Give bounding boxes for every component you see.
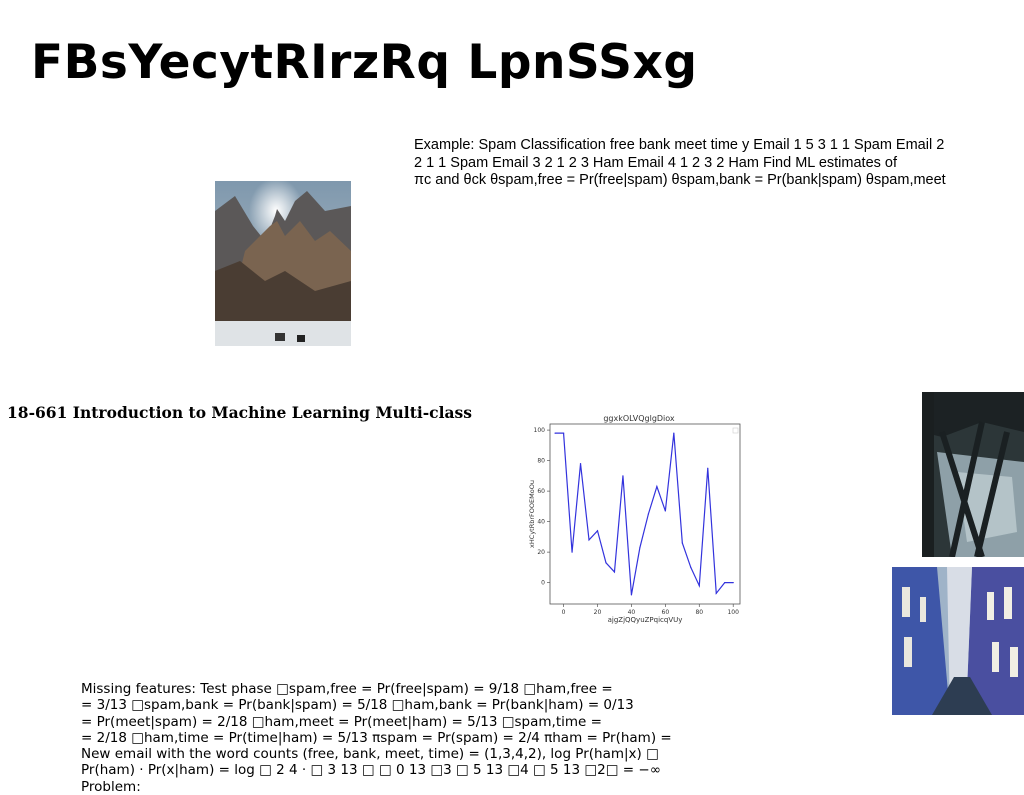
chart-y-tick-label: 0 bbox=[541, 580, 545, 587]
chart-point bbox=[639, 546, 641, 549]
mountain-photo bbox=[215, 181, 351, 346]
slide-subtitle: 18-661 Introduction to Machine Learning … bbox=[7, 403, 472, 422]
chart-point bbox=[554, 432, 556, 434]
chart-point bbox=[715, 592, 717, 594]
line-chart: ggxkOLVQglgDiox 0 20 40 60 80 100 0 20 40 60 80 100… bbox=[522, 410, 750, 628]
chart-x-tick-label: 80 bbox=[695, 609, 703, 616]
chart-point bbox=[690, 566, 692, 568]
missing-line: Missing features: Test phase □spam,free … bbox=[81, 681, 613, 697]
example-line: Example: Spam Classification free bank m… bbox=[414, 137, 945, 153]
chart-point bbox=[656, 485, 658, 488]
chart-y-label: xHCytRbrFOOEMoOu bbox=[528, 480, 536, 548]
chart-point bbox=[588, 539, 590, 541]
chart-point bbox=[698, 585, 700, 587]
chart-svg: ggxkOLVQglgDiox 0 20 40 60 80 100 0 20 40 60 80 100… bbox=[528, 414, 741, 624]
chart-points bbox=[554, 432, 734, 596]
chart-y-tick-label: 60 bbox=[537, 488, 545, 495]
missing-line: = Pr(meet|spam) = 2/18 □ham,meet = Pr(me… bbox=[81, 713, 602, 730]
chart-x-tick-label: 100 bbox=[727, 609, 739, 616]
missing-line: New email with the word counts (free, ba… bbox=[81, 746, 659, 763]
shadow-photo bbox=[922, 392, 1024, 557]
chart-axis-ticks: 0 20 40 60 80 100 0 20 40 60 80 100 bbox=[534, 427, 740, 616]
chart-x-tick-label: 60 bbox=[662, 609, 670, 616]
chart-point bbox=[732, 582, 734, 584]
chart-x-tick-label: 40 bbox=[628, 609, 636, 616]
chart-point bbox=[579, 463, 582, 465]
chart-y-tick-label: 80 bbox=[537, 458, 545, 465]
chart-y-tick-label: 20 bbox=[537, 549, 545, 556]
chart-y-tick-label: 40 bbox=[537, 519, 545, 526]
example-text: Example: Spam Classification free bank m… bbox=[414, 137, 1014, 190]
chart-series-line bbox=[555, 432, 734, 595]
chart-point bbox=[630, 594, 633, 596]
chart-point bbox=[724, 582, 726, 584]
chart-x-tick-label: 20 bbox=[594, 609, 602, 616]
chart-x-label: ajgZjQQyuZPqicqVUy bbox=[608, 616, 683, 624]
chart-point bbox=[605, 562, 607, 564]
chart-point bbox=[673, 432, 675, 434]
chart-point bbox=[622, 475, 624, 477]
chart-x-tick-label: 0 bbox=[562, 609, 566, 616]
chart-point bbox=[613, 571, 616, 573]
slide-title: FBsYecytRIrzRq LpnSSxg bbox=[31, 35, 698, 90]
street-photo bbox=[892, 567, 1024, 715]
chart-legend-box bbox=[732, 427, 739, 434]
chart-title: ggxkOLVQglgDiox bbox=[603, 414, 675, 423]
chart-plot-frame bbox=[549, 423, 741, 605]
missing-features-text: Missing features: Test phase □spam,free … bbox=[81, 681, 701, 795]
missing-line: = 2/18 □ham,time = Pr(time|ham) = 5/13 π… bbox=[81, 729, 672, 746]
missing-line: = 3/13 □spam,bank = Pr(bank|spam) = 5/18… bbox=[81, 697, 634, 714]
chart-y-tick-label: 100 bbox=[534, 427, 546, 434]
example-line: 2 1 1 Spam Email 3 2 1 2 3 Ham Email 4 1… bbox=[414, 154, 898, 171]
chart-point bbox=[571, 551, 573, 553]
example-line: πc and θck θspam,free = Pr(free|spam) θs… bbox=[414, 172, 946, 188]
missing-line: Pr(ham) · Pr(x|ham) = log □ 2 4 · □ 3 13… bbox=[81, 762, 661, 795]
chart-point bbox=[681, 542, 683, 544]
chart-point bbox=[664, 510, 666, 512]
chart-point bbox=[707, 467, 709, 469]
chart-point bbox=[647, 513, 649, 515]
chart-point bbox=[596, 530, 599, 532]
chart-point bbox=[562, 432, 565, 434]
